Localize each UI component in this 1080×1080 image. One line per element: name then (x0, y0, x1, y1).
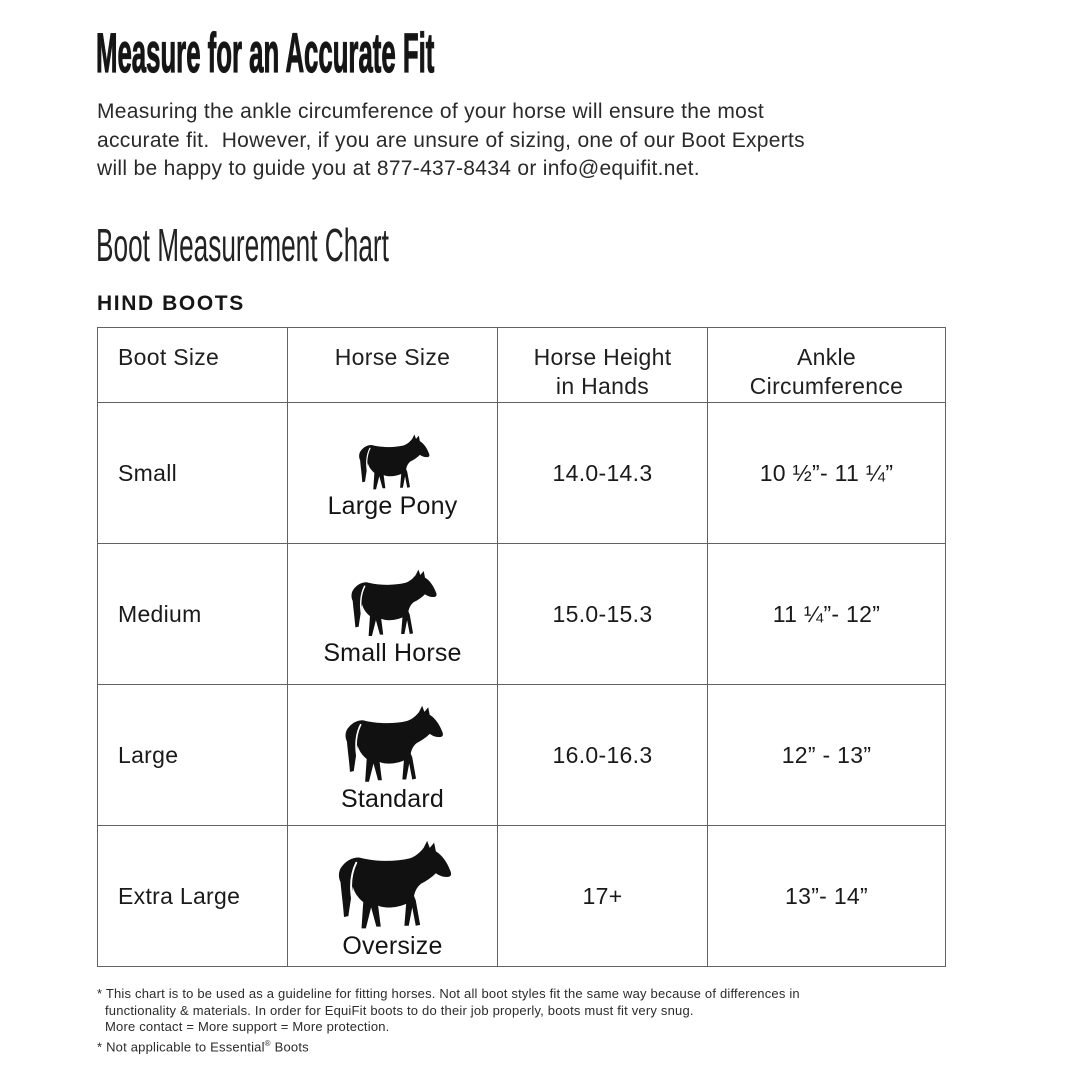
footnote-line-1: * This chart is to be used as a guidelin… (97, 986, 800, 1001)
horse-size-cell: Small Horse (287, 543, 498, 685)
horse-height-cell: 17+ (497, 825, 708, 967)
footnote-line-4-suffix: Boots (270, 1038, 309, 1054)
horse-size-cell: Large Pony (287, 402, 498, 544)
ankle-circumference-cell: 12” - 13” (707, 684, 946, 826)
horse-size-label: Large Pony (327, 491, 458, 520)
footnote-line-4: * Not applicable to Essential® Boots (97, 1036, 857, 1056)
ankle-circumference-cell: 10 ½”- 11 ¼” (707, 402, 946, 544)
footnote-line-3: More contact = More support = More prote… (105, 1019, 390, 1034)
boot-size-cell: Extra Large (97, 825, 288, 967)
table-label-hind-boots: HIND BOOTS (97, 292, 245, 315)
horse-height-cell: 16.0-16.3 (497, 684, 708, 826)
section-title: Boot Measurement Chart (96, 219, 389, 271)
horse-height-cell: 15.0-15.3 (497, 543, 708, 685)
table-row-medium: Medium Small Horse 15.0-15.3 11 ¼”- 12” (97, 543, 946, 685)
horse-icon (344, 569, 441, 638)
table-row-large: Large Standard 16.0-16.3 12” - 13” (97, 684, 946, 826)
header-horse-height: Horse Height in Hands (497, 327, 708, 403)
footnotes: * This chart is to be used as a guidelin… (97, 986, 857, 1055)
header-ankle-circumference: Ankle Circumference (707, 327, 946, 403)
boot-size-cell: Large (97, 684, 288, 826)
ankle-circumference-cell: 11 ¼”- 12” (707, 543, 946, 685)
table-row-extra-large: Extra Large Oversize 17+ 13”- 14” (97, 825, 946, 967)
intro-text: Measuring the ankle circumference of you… (97, 100, 805, 180)
horse-size-cell: Standard (287, 684, 498, 826)
footnote-line-2: functionality & materials. In order for … (105, 1002, 694, 1018)
horse-icon (353, 434, 433, 491)
boot-measurement-table: Boot Size Horse Size Horse Height in Han… (97, 327, 946, 967)
ankle-circumference-cell: 13”- 14” (707, 825, 946, 967)
table-row-small: Small Large Pony 14.0-14.3 10 ½”- 11 ¼” (97, 402, 946, 544)
footnote-line-4-text: * Not applicable to Essential (97, 1038, 265, 1054)
horse-size-label: Small Horse (323, 638, 462, 667)
horse-icon (337, 705, 448, 784)
horse-size-label: Oversize (342, 931, 443, 960)
table-header-row: Boot Size Horse Size Horse Height in Han… (97, 327, 946, 403)
boot-size-cell: Small (97, 402, 288, 544)
horse-size-cell: Oversize (287, 825, 498, 967)
header-horse-size: Horse Size (287, 327, 498, 403)
header-boot-size: Boot Size (97, 327, 288, 403)
horse-size-label: Standard (340, 784, 445, 813)
registered-mark: ® (264, 1038, 271, 1048)
horse-height-cell: 14.0-14.3 (497, 402, 708, 544)
page-title: Measure for an Accurate Fit (96, 21, 435, 84)
horse-icon (329, 840, 457, 931)
boot-size-cell: Medium (97, 543, 288, 685)
